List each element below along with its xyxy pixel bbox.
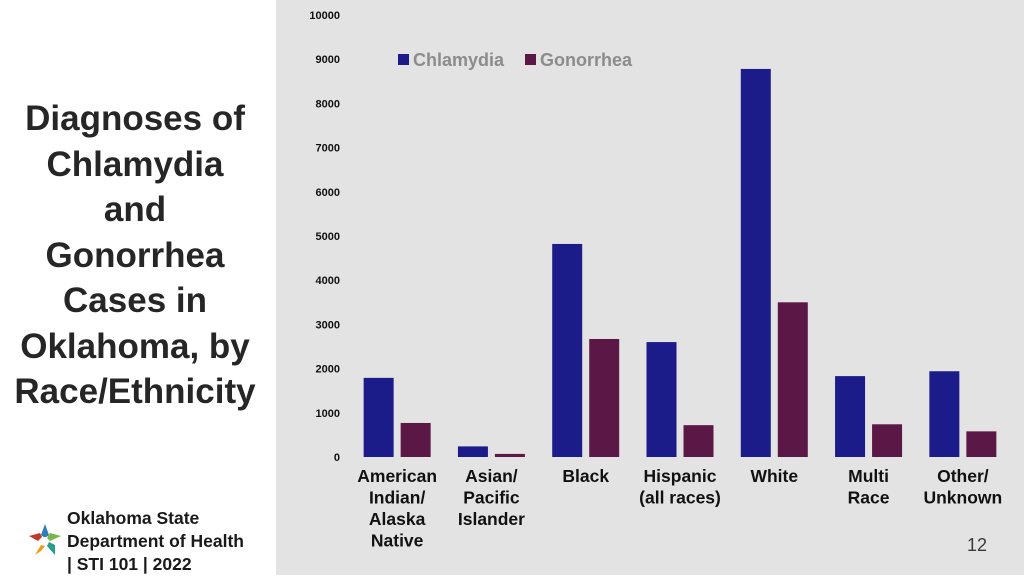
y-tick-label: 6000 (316, 187, 340, 199)
organization-label-line: | STI 101 | 2022 (67, 554, 192, 574)
x-tick-label-line: Unknown (923, 488, 1002, 508)
legend-label-gonorrhea: Gonorrhea (540, 50, 633, 70)
x-tick-label-line: Indian/ (369, 488, 426, 508)
slide-title: Diagnoses of Chlamydia and Gonorrhea Cases i… (0, 96, 270, 415)
bar-chlamydia (835, 376, 866, 457)
y-tick-label: 7000 (316, 143, 340, 155)
bar-gonorrhea (777, 302, 808, 457)
left-panel: Diagnoses of Chlamydia and Gonorrhea Cases i… (0, 0, 276, 575)
x-tick-label-line: Native (371, 531, 424, 551)
y-tick-label: 10000 (309, 10, 340, 22)
chart-panel: 0 1000 2000 3000 4000 5000 6000 7000 8000 9000 100… (276, 0, 1024, 575)
legend-swatch-gonorrhea (525, 54, 536, 65)
y-tick-label: 3000 (316, 319, 340, 331)
organization-label: Oklahoma State Department of Health | STI … (67, 507, 244, 576)
x-tick-label: White (750, 466, 798, 486)
y-tick-label: 5000 (316, 231, 340, 243)
y-tick-label: 1000 (316, 408, 340, 420)
slide-title-line: Gonorrhea (45, 235, 225, 275)
slide-title-line: Race/Ethnicity (14, 372, 256, 411)
bar-chlamydia (552, 243, 583, 457)
y-tick-label: 0 (334, 452, 340, 464)
x-tick-label: Black (562, 466, 609, 486)
x-tick-label: Other/Unknown (923, 466, 1002, 508)
x-tick-label-line: Pacific (463, 488, 520, 508)
bar-gonorrhea (589, 338, 620, 457)
oklahoma-state-department-of-health-logo-icon (29, 524, 61, 555)
bar-chlamydia (457, 446, 488, 457)
bar-gonorrhea (966, 431, 997, 457)
y-tick-label: 8000 (316, 98, 340, 110)
x-tick-label-line: Alaska (369, 509, 426, 529)
bar-gonorrhea (683, 425, 714, 457)
bar-chlamydia (929, 371, 960, 457)
organization-label-line: Department of Health (67, 531, 244, 551)
slide-title-line: Diagnoses of (25, 99, 245, 138)
x-tick-label-line: Other/ (937, 466, 989, 486)
x-tick-label-line: Hispanic (644, 466, 717, 486)
y-tick-label: 9000 (316, 54, 340, 66)
x-tick-label: American Indian/Alaska Native (357, 466, 437, 551)
x-tick-label-line: White (750, 466, 798, 486)
legend-label-chlamydia: Chlamydia (413, 50, 505, 70)
bar-chlamydia (740, 68, 771, 457)
x-tick-label: Multi Race (848, 466, 890, 508)
x-tick-label-line: Black (562, 466, 609, 486)
slide-title-line: Chlamydia (46, 144, 224, 184)
slide-title-line: Oklahoma, by (20, 326, 250, 366)
x-tick-label-line: American (357, 466, 437, 486)
x-tick-label-line: Race (848, 488, 890, 508)
x-tick-label-line: Asian/ (465, 466, 518, 486)
x-tick-label-line: Islander (458, 509, 525, 529)
y-tick-label: 4000 (316, 275, 340, 287)
x-tick-label-line: (all races) (639, 488, 721, 508)
bar-chart: 0 1000 2000 3000 4000 5000 6000 7000 8000 9000 100… (309, 10, 1002, 551)
legend-swatch-chlamydia (398, 54, 409, 65)
bar-chlamydia (646, 342, 677, 457)
organization-label-line: Oklahoma State (67, 508, 200, 528)
slide-title-line: Cases in (63, 281, 207, 320)
x-tick-label: Asian/Pacific Islander (458, 466, 525, 529)
y-tick-label: 2000 (316, 364, 340, 376)
bar-chlamydia (363, 377, 394, 457)
bar-gonorrhea (494, 453, 525, 457)
x-tick-label: Hispanic (all races) (639, 466, 721, 508)
bar-gonorrhea (872, 424, 903, 457)
page-number: 12 (966, 535, 987, 555)
bar-gonorrhea (400, 422, 431, 457)
x-tick-label-line: Multi (848, 466, 889, 486)
slide-title-line: and (103, 190, 167, 229)
